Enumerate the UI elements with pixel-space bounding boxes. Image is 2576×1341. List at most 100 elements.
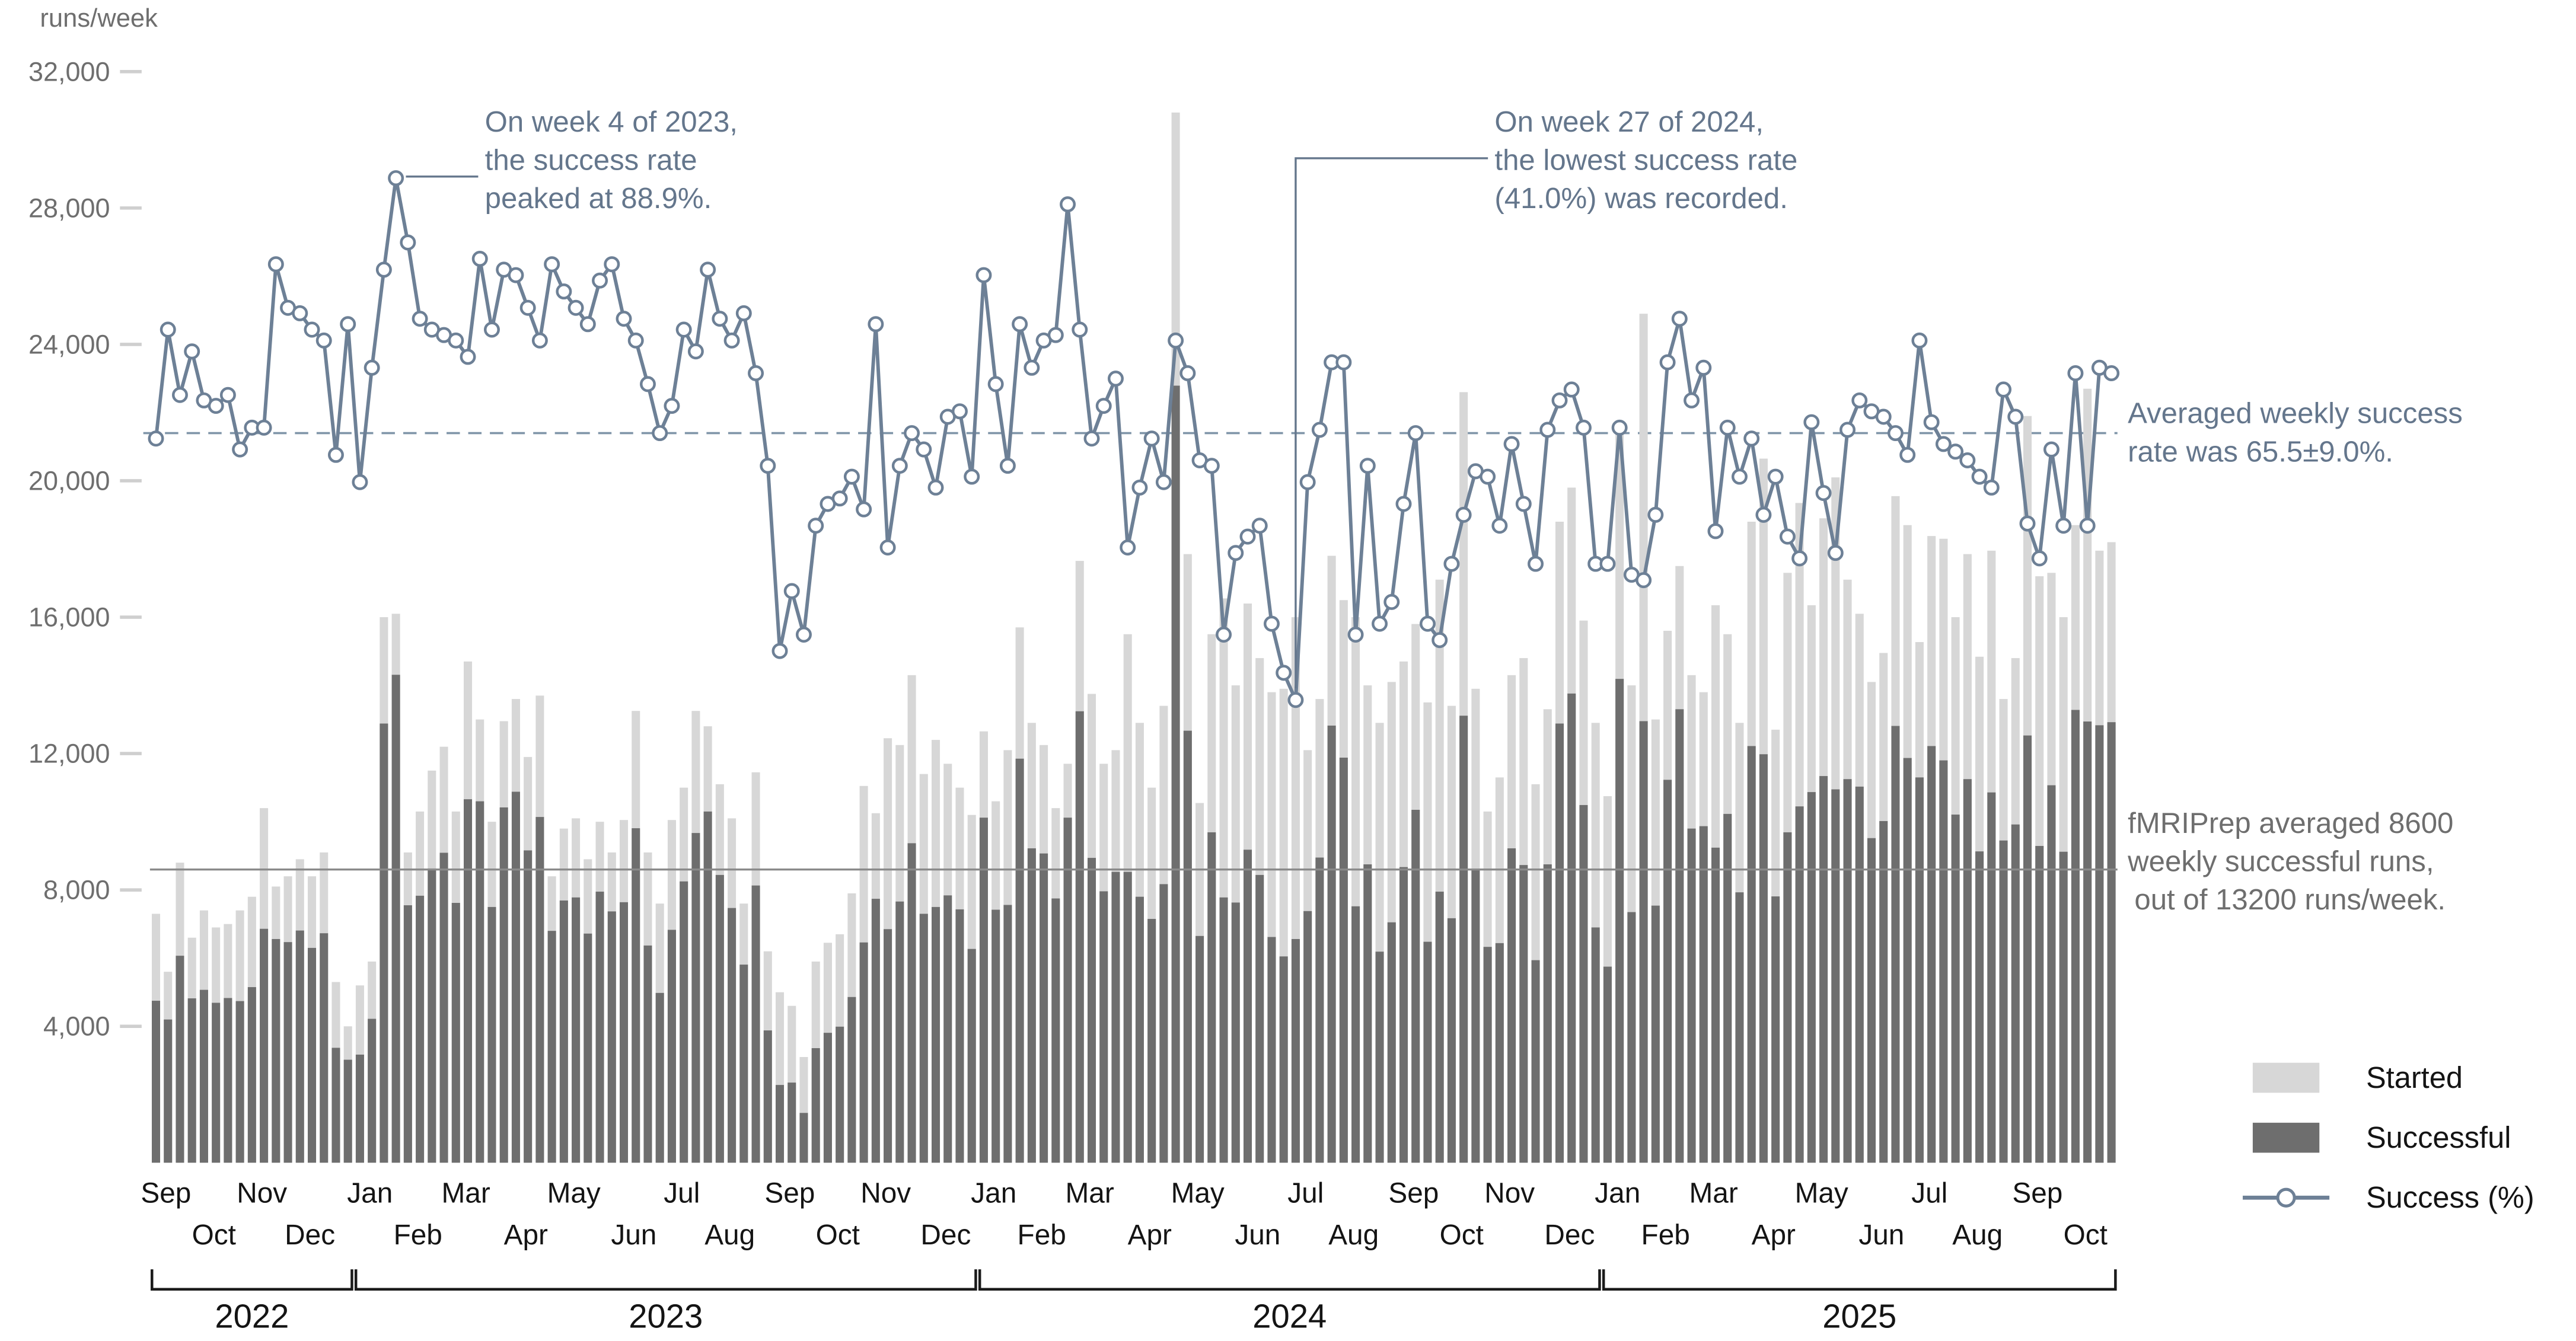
success-rate-marker [1563,381,1580,398]
bar-successful [799,1113,808,1163]
success-rate-marker [1335,354,1352,371]
success-rate-marker [1120,539,1136,555]
bar-successful [751,885,760,1163]
bar-successful [632,828,640,1163]
legend-swatch-started [2252,1062,2320,1093]
bar-successful [1267,937,1276,1163]
success-rate-marker [700,261,716,278]
bar-successful [1771,896,1780,1163]
x-axis-months: SepOctNovDecJanFebMarAprMayJunJulAugSepO… [141,1178,2108,1251]
bar-successful [1243,850,1252,1163]
success-rate-marker [1515,496,1532,512]
year-label: 2025 [1822,1297,1896,1334]
bar-successful [2095,725,2104,1163]
y-tick-label: 16,000 [28,602,110,632]
bar-successful [667,930,676,1163]
bar-successful [871,899,880,1163]
month-label: May [547,1178,601,1209]
bar-successful [272,938,280,1163]
success-rate-marker [1647,506,1664,523]
success-rate-marker [1719,419,1736,436]
bar-successful [1099,891,1108,1163]
y-tick-label: 28,000 [28,193,110,223]
success-rate-marker [448,332,464,349]
bar-successful [1639,721,1648,1163]
bar-successful [283,942,292,1163]
bar-successful [355,1054,364,1163]
bar-successful [1279,956,1288,1163]
y-tick-label: 24,000 [28,329,110,359]
success-rate-marker [1432,632,1448,649]
bar-successful [1363,864,1372,1163]
bar-successful [247,987,256,1163]
success-rate-marker [1779,528,1796,545]
success-rate-marker [1671,311,1688,327]
success-rate-marker [388,170,404,187]
y-axis-unit-label: runs/week [40,4,158,33]
bar-successful [1987,792,1996,1163]
bar-successful [1543,864,1552,1163]
success-rate-marker [1803,414,1820,430]
bar-successful [1027,848,1036,1163]
bar-successful [919,914,928,1163]
success-rate-marker [916,441,932,458]
y-tick-label: 4,000 [43,1011,110,1042]
success-rate-marker [964,468,980,485]
success-rate-marker [1923,414,1940,430]
month-label: Aug [1952,1219,2003,1251]
success-rate-marker [999,458,1016,474]
bar-successful [1303,911,1312,1163]
success-rate-marker [400,234,416,251]
bar-successful [224,998,232,1163]
month-label: Oct [1440,1219,1484,1251]
month-label: Nov [1484,1178,1535,1209]
bar-successful [1195,935,1204,1163]
year-label: 2023 [629,1297,703,1334]
bar-successful [2047,785,2056,1163]
success-rate-marker [2019,515,2036,532]
success-rate-marker [1239,528,1256,545]
bar-successful [584,933,592,1163]
month-label: Feb [394,1219,442,1251]
bar-successful [991,909,1000,1163]
year-label: 2024 [1252,1297,1327,1334]
bar-successful [979,818,988,1163]
success-rate-marker [1684,392,1700,408]
bar-successful [1159,884,1168,1163]
success-rate-marker [652,425,668,442]
bar-successful [1387,922,1396,1163]
success-rate-marker [2031,550,2048,567]
year-bracket [978,1269,1601,1291]
success-rate-marker [519,299,536,316]
success-rate-marker [1276,665,1292,681]
bar-successful [1315,857,1324,1163]
bar-successful [559,900,568,1163]
bar-successful [463,799,473,1163]
y-tick-label: 8,000 [43,875,110,905]
month-label: Jun [1235,1219,1280,1251]
bar-successful [1879,820,1888,1163]
bar-successful [1855,786,1864,1163]
bar-successful [943,895,952,1163]
bar-successful [235,1001,244,1163]
month-label: May [1171,1178,1225,1209]
success-rate-marker [1228,545,1244,561]
success-rate-marker [1575,419,1592,436]
success-rate-marker [795,627,812,643]
bar-successful [403,905,412,1163]
success-rate-marker [1791,550,1808,567]
success-rate-marker [1203,458,1220,474]
y-tick-label: 20,000 [28,465,110,496]
bar-successful [680,881,688,1163]
legend-label-successful: Successful [2366,1120,2511,1154]
bar-successful [1519,865,1528,1163]
month-label: Aug [704,1219,755,1251]
bar-successful [199,989,208,1163]
success-rate-marker [184,343,200,360]
success-rate-marker [1947,443,1964,460]
success-rate-marker [748,365,764,381]
success-rate-marker [1299,474,1316,490]
success-rate-marker [304,321,320,338]
bar-successful [2059,851,2068,1163]
